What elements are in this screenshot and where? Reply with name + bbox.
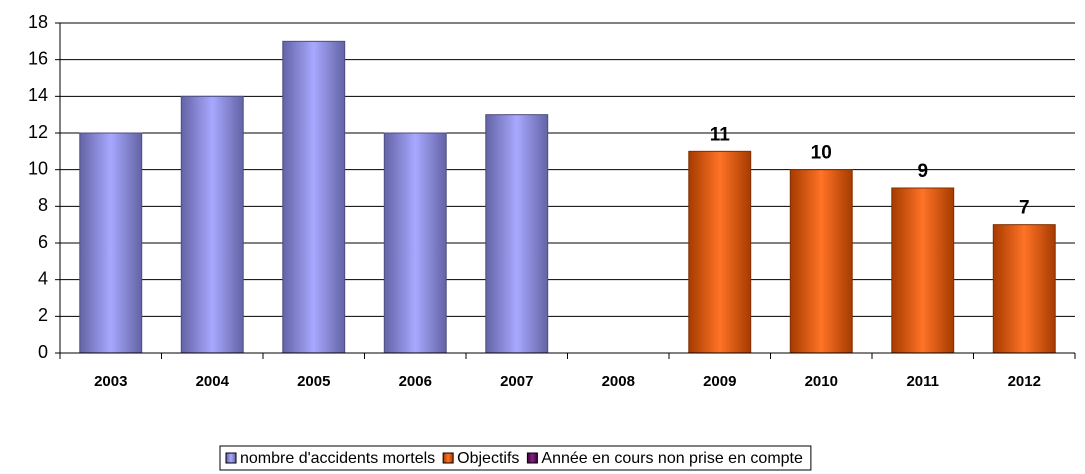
bar xyxy=(79,132,143,354)
y-tick-label: 14 xyxy=(28,85,48,105)
y-tick-label: 12 xyxy=(28,122,48,142)
x-tick-label: 2006 xyxy=(399,373,432,390)
x-tick-label: 2005 xyxy=(297,373,330,390)
legend-label: nombre d'accidents mortels xyxy=(240,450,435,467)
legend-label: Objectifs xyxy=(457,450,519,467)
x-tick-label: 2011 xyxy=(906,373,939,390)
x-tick-label: 2003 xyxy=(94,373,127,390)
legend-swatch xyxy=(225,452,237,464)
data-label: 9 xyxy=(917,161,928,182)
legend-swatch xyxy=(526,452,538,464)
y-tick-label: 16 xyxy=(28,48,48,68)
x-tick-label: 2008 xyxy=(602,373,635,390)
bar xyxy=(485,114,549,354)
y-tick-label: 10 xyxy=(28,158,48,178)
x-tick-label: 2012 xyxy=(1008,373,1041,390)
y-tick-label: 0 xyxy=(38,342,48,362)
bar xyxy=(789,169,853,354)
legend-label: Année en cours non prise en compte xyxy=(541,450,803,467)
y-tick-label: 2 xyxy=(38,305,48,325)
y-tick-label: 4 xyxy=(38,268,48,288)
y-tick-label: 6 xyxy=(38,232,48,252)
legend-swatch xyxy=(442,452,454,464)
bar xyxy=(383,132,447,354)
legend xyxy=(219,445,812,471)
bar xyxy=(282,40,346,354)
data-label: 7 xyxy=(1019,198,1030,219)
bar xyxy=(688,150,752,354)
bar xyxy=(992,224,1056,354)
x-tick-label: 2009 xyxy=(703,373,736,390)
x-tick-label: 2010 xyxy=(805,373,838,390)
bar xyxy=(891,187,955,354)
data-label: 10 xyxy=(811,143,832,164)
x-tick-label: 2004 xyxy=(196,373,230,390)
y-tick-label: 18 xyxy=(28,12,48,32)
y-tick-label: 8 xyxy=(38,195,48,215)
bar xyxy=(180,95,244,354)
data-label: 11 xyxy=(710,124,731,145)
x-tick-label: 2007 xyxy=(500,373,533,390)
